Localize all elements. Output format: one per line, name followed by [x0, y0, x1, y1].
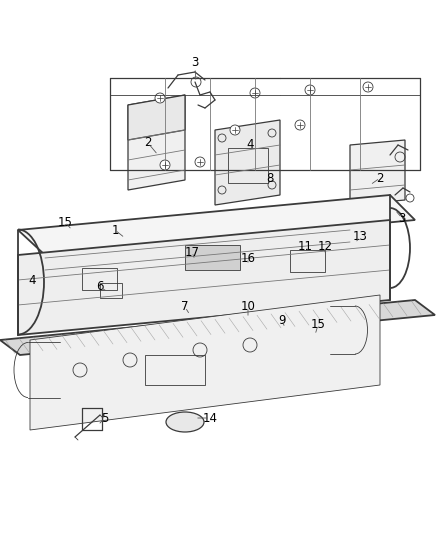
- Circle shape: [160, 160, 170, 170]
- Text: 16: 16: [240, 252, 255, 264]
- Text: 1: 1: [111, 223, 119, 237]
- Polygon shape: [18, 195, 415, 255]
- Text: 8: 8: [266, 172, 274, 184]
- Text: 17: 17: [184, 246, 199, 259]
- Text: 14: 14: [202, 411, 218, 424]
- Bar: [185, 245, 240, 270]
- Bar: [100, 283, 122, 298]
- Text: 11: 11: [297, 240, 312, 254]
- Circle shape: [155, 93, 165, 103]
- Text: 7: 7: [181, 301, 189, 313]
- Polygon shape: [30, 295, 380, 430]
- Ellipse shape: [166, 412, 204, 432]
- Bar: [228, 148, 268, 183]
- Text: 10: 10: [240, 301, 255, 313]
- Polygon shape: [128, 95, 185, 140]
- Circle shape: [305, 85, 315, 95]
- Polygon shape: [18, 220, 390, 335]
- Text: 12: 12: [318, 240, 332, 254]
- Text: 9: 9: [278, 313, 286, 327]
- Circle shape: [295, 120, 305, 130]
- Text: 5: 5: [101, 411, 109, 424]
- Text: 4: 4: [246, 139, 254, 151]
- Circle shape: [195, 157, 205, 167]
- Polygon shape: [128, 95, 185, 190]
- Text: 3: 3: [398, 212, 406, 224]
- Circle shape: [363, 82, 373, 92]
- Text: 13: 13: [353, 230, 367, 244]
- Circle shape: [230, 125, 240, 135]
- Polygon shape: [215, 120, 280, 205]
- Text: 2: 2: [376, 172, 384, 184]
- Bar: [290, 250, 325, 272]
- Text: 15: 15: [57, 215, 72, 229]
- Text: 15: 15: [311, 319, 325, 332]
- Circle shape: [250, 88, 260, 98]
- Bar: [145, 355, 205, 385]
- Polygon shape: [350, 140, 405, 205]
- Bar: [82, 268, 117, 290]
- Text: 6: 6: [96, 280, 104, 294]
- Polygon shape: [0, 300, 435, 355]
- Text: 4: 4: [28, 273, 36, 287]
- Text: 2: 2: [144, 136, 152, 149]
- Text: 3: 3: [191, 55, 199, 69]
